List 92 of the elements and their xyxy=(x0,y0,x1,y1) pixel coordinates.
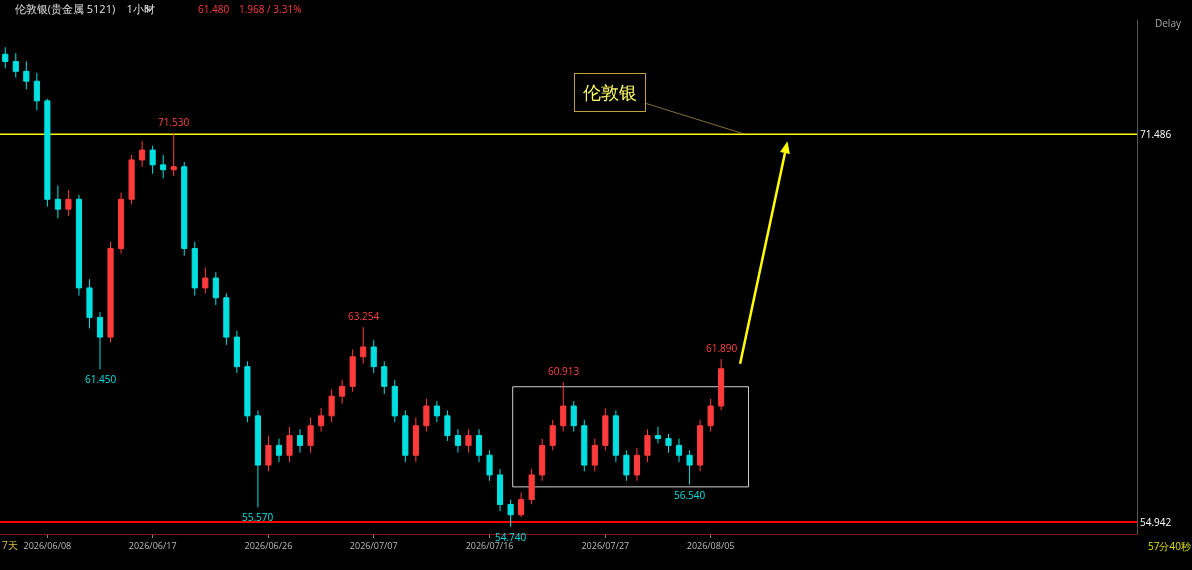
candlestick xyxy=(286,426,293,463)
x-tick-label: 2026/06/26 xyxy=(244,538,293,552)
candlestick xyxy=(12,52,19,79)
candlestick xyxy=(370,339,377,374)
candlestick xyxy=(718,358,725,411)
candlestick xyxy=(181,161,188,257)
annotation: 60.913 xyxy=(548,364,580,378)
candlestick xyxy=(23,60,30,90)
candlestick xyxy=(381,360,388,395)
candlestick xyxy=(496,468,504,512)
candlestick xyxy=(612,409,619,463)
candlestick xyxy=(654,426,662,444)
candlestick xyxy=(623,449,630,482)
candlestick xyxy=(528,468,535,505)
candlestick xyxy=(128,154,135,205)
annotation: 71.530 xyxy=(158,115,190,129)
candlestick xyxy=(265,435,272,472)
candlestick xyxy=(349,349,356,393)
candlestick xyxy=(360,326,367,365)
candlestick xyxy=(581,419,588,472)
candlestick xyxy=(633,447,641,482)
text: Delay xyxy=(1155,16,1182,30)
candlestick xyxy=(318,407,325,433)
candlestick xyxy=(697,419,704,472)
candlestick xyxy=(423,398,430,433)
candlestick xyxy=(539,438,546,482)
candlestick xyxy=(644,428,651,463)
x-tick-label: 2026/06/08 xyxy=(23,538,72,552)
candlestick xyxy=(602,407,609,451)
candlestick xyxy=(223,292,230,346)
candlestick xyxy=(54,184,61,219)
candlestick xyxy=(465,428,472,454)
candlestick xyxy=(591,438,598,472)
candlestick xyxy=(149,145,156,175)
x-tick-label: 2026/06/17 xyxy=(128,538,177,552)
candlestick xyxy=(707,398,714,433)
y-tick-label: 54.942 xyxy=(1140,514,1172,529)
candlestick xyxy=(275,438,283,463)
x-tick-label: 2026/08/05 xyxy=(686,538,735,552)
candlestick xyxy=(518,492,525,518)
candlestick xyxy=(65,189,72,217)
annotation: 63.254 xyxy=(348,309,380,323)
candlestick xyxy=(202,267,209,294)
annotation: 61.890 xyxy=(706,341,738,355)
candlestick xyxy=(75,194,83,297)
candlestick xyxy=(107,241,114,344)
annotation: 61.450 xyxy=(85,372,117,386)
text: 61.480 xyxy=(198,2,230,16)
chart-title: 伦敦银(贵金属 5121) 1小时 xyxy=(14,0,155,16)
candlestick xyxy=(665,433,672,454)
candlestick xyxy=(233,330,240,374)
candlestick xyxy=(160,154,167,179)
candlestick xyxy=(433,400,440,423)
candlestick xyxy=(675,438,683,463)
candlestick xyxy=(444,409,451,442)
y-tick-label: 71.486 xyxy=(1140,126,1172,141)
annotation: 54.740 xyxy=(495,530,527,544)
x-tick-label: 2026/07/07 xyxy=(349,538,398,552)
candlestick xyxy=(307,417,314,454)
candlestick xyxy=(402,409,409,463)
text: 1.968 / 3.31% xyxy=(239,2,302,16)
candlestick xyxy=(412,417,419,463)
x-tick-label: 2026/07/27 xyxy=(581,538,630,552)
annotation: 伦敦银 xyxy=(583,82,637,103)
candlestick xyxy=(212,271,219,306)
text: 57分40秒 xyxy=(1148,539,1191,553)
candlestick xyxy=(339,379,346,404)
candlestick xyxy=(475,428,483,463)
text: 7天 xyxy=(2,538,18,552)
candlestick xyxy=(549,419,556,451)
annotation: 55.570 xyxy=(242,510,274,524)
candlestick xyxy=(686,449,693,486)
candlestick xyxy=(296,428,304,454)
candlestick xyxy=(139,140,146,168)
candlestick xyxy=(454,428,462,454)
candlestick xyxy=(328,388,335,423)
candlestick xyxy=(191,241,198,297)
annotation: 56.540 xyxy=(674,488,706,502)
candlestick xyxy=(33,72,40,111)
candlestick xyxy=(254,409,262,508)
candlestick xyxy=(486,449,493,482)
candlestick xyxy=(507,499,514,528)
candlestick xyxy=(170,132,177,177)
candlestick xyxy=(244,360,251,423)
candlestick xyxy=(560,381,567,433)
candlestick xyxy=(391,379,398,423)
candlestick xyxy=(44,98,51,208)
candlestick xyxy=(2,46,9,69)
candlestick xyxy=(86,278,93,329)
candlestick xyxy=(96,311,104,370)
candlestick xyxy=(117,192,125,254)
candlestick xyxy=(570,400,577,433)
